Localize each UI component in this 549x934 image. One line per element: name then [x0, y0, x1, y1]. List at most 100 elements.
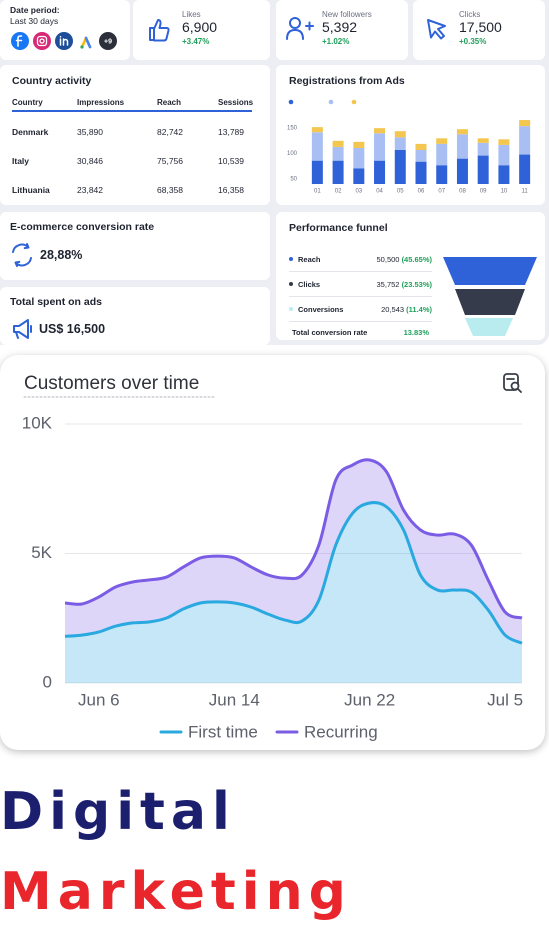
x-tick-label: 01 — [314, 189, 321, 195]
funnel-figure: 20,543 (11.4%) — [381, 305, 432, 314]
table-cell: 23,842 — [77, 185, 103, 195]
y-tick-label: 50 — [290, 177, 297, 183]
kpi-card — [133, 0, 270, 60]
table-header: Country — [12, 98, 43, 107]
bar-segment — [415, 149, 427, 162]
ads-icon — [84, 36, 92, 49]
funnel-rule — [289, 296, 432, 297]
x-tick-label: Jun 22 — [344, 690, 395, 709]
kpi-label: New followers — [322, 10, 372, 19]
funnel-figure: 35,752 (23.53%) — [377, 280, 432, 289]
kpi-label: Clicks — [459, 10, 481, 19]
instagram-glyph — [36, 35, 48, 47]
funnel-pct: (23.53%) — [401, 280, 432, 289]
kpi-change: +3.47% — [182, 37, 210, 46]
table-cell: Italy — [12, 156, 30, 166]
funnel-value: 20,543 — [381, 305, 405, 314]
bar-segment — [436, 165, 448, 184]
customers-card — [0, 355, 545, 750]
x-tick-label: 08 — [459, 189, 466, 195]
follower-icon — [286, 21, 314, 40]
table-rule — [12, 110, 252, 112]
funnel-shape — [455, 289, 525, 315]
bar-segment — [311, 132, 323, 161]
legend-dot — [351, 99, 357, 105]
spent-card — [0, 287, 270, 345]
table-cell: 13,789 — [218, 127, 244, 137]
facebook-glyph — [15, 35, 23, 47]
x-tick-label: 04 — [376, 189, 383, 195]
bar-segment — [456, 129, 468, 135]
bar-segment — [353, 147, 365, 169]
bar-segment — [498, 139, 510, 145]
follower-icon — [289, 17, 301, 29]
funnel-pct: (45.65%) — [401, 255, 432, 264]
bar-segment — [498, 144, 510, 166]
x-tick-label: Jun 6 — [78, 690, 120, 709]
y-tick-label: 0 — [43, 672, 52, 691]
bar-segment — [456, 134, 468, 159]
x-tick-label: 10 — [501, 189, 508, 195]
funnel-dot — [289, 257, 293, 261]
funnel-total-value: 13.83% — [403, 328, 429, 337]
y-tick-label: 100 — [287, 151, 298, 157]
bar-segment — [519, 120, 531, 127]
table-cell: 75,756 — [157, 156, 183, 166]
funnel-dot — [289, 307, 293, 311]
area-fill — [65, 459, 522, 644]
bar-segment — [374, 160, 386, 184]
bar-segment — [415, 161, 427, 184]
kpi-card — [413, 0, 545, 60]
area-line — [64, 458, 523, 620]
x-tick-label: Jun 14 — [209, 690, 260, 709]
report-icon — [506, 378, 522, 393]
legend-label: First time — [188, 722, 258, 741]
bar-segment — [519, 126, 531, 155]
table-cell: Lithuania — [12, 185, 50, 195]
x-tick-label: Jul 5 — [487, 690, 523, 709]
table-header: Reach — [157, 98, 182, 107]
kpi-value: 6,900 — [182, 19, 218, 35]
ads-icon — [80, 45, 84, 49]
funnel-rule — [289, 271, 432, 272]
kpi-value: 5,392 — [322, 19, 358, 35]
x-tick-label: 11 — [522, 189, 529, 195]
funnel-label: Conversions — [298, 305, 344, 314]
bar-segment — [311, 160, 323, 184]
table-header: Impressions — [77, 98, 125, 107]
bar-segment — [415, 143, 427, 150]
bar-segment — [332, 140, 344, 147]
funnel-value: 35,752 — [376, 280, 400, 289]
bar-segment — [332, 146, 344, 161]
x-tick-label: 05 — [397, 189, 404, 195]
headline: Marketing — [0, 862, 352, 922]
more-label: +9 — [104, 38, 112, 45]
ecommerce-card — [0, 212, 270, 280]
bar-segment — [374, 128, 386, 134]
table-cell: 30,846 — [77, 156, 103, 166]
card-title: Registrations from Ads — [289, 75, 405, 87]
area-fill — [65, 502, 522, 683]
date-card — [0, 0, 130, 60]
funnel-shape — [465, 318, 513, 336]
more-icon — [99, 32, 117, 50]
bar-segment — [436, 143, 448, 166]
bar-segment — [332, 160, 344, 184]
legend-dot — [288, 99, 294, 105]
area-line — [64, 501, 523, 645]
bar-segment — [477, 155, 489, 184]
kpi-change: +1.02% — [322, 37, 350, 46]
y-tick-label: 150 — [287, 126, 298, 132]
kpi-value: 17,500 — [459, 19, 502, 35]
card-title: E-commerce conversion rate — [10, 221, 155, 233]
bar-segment — [353, 168, 365, 184]
ecommerce-value: 28,88% — [40, 248, 83, 262]
y-tick-label: 5K — [31, 543, 52, 562]
country-card — [0, 65, 270, 205]
bar-segment — [311, 127, 323, 133]
click-icon — [427, 19, 446, 40]
y-tick-label: 10K — [22, 413, 53, 432]
like-icon — [149, 19, 170, 42]
x-tick-label: 03 — [355, 189, 362, 195]
